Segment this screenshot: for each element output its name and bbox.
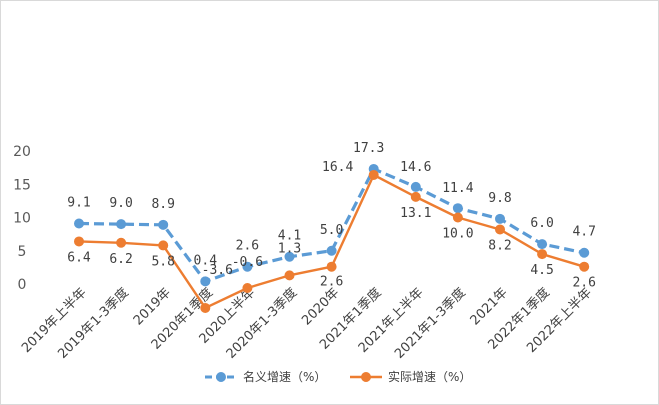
data-point	[410, 191, 421, 202]
data-point	[116, 237, 127, 248]
y-tick-label: 15	[13, 177, 31, 193]
legend-label: 名义增速（%）	[243, 369, 326, 384]
data-label: 4.7	[572, 225, 595, 240]
data-label: 13.1	[400, 206, 431, 221]
data-label: 6.4	[67, 250, 91, 265]
data-point	[537, 249, 548, 260]
data-label: 2.6	[572, 276, 595, 291]
data-point	[242, 282, 253, 293]
data-label: 10.0	[442, 227, 473, 242]
data-point	[158, 219, 169, 230]
data-point	[537, 239, 548, 250]
data-label: 4.1	[278, 229, 301, 244]
data-label: 2.6	[320, 275, 343, 290]
data-label: 5.8	[151, 254, 174, 269]
data-point	[368, 169, 379, 180]
data-label: -3.6	[202, 263, 233, 278]
data-label: 6.0	[530, 216, 553, 231]
data-label: 11.4	[442, 181, 473, 196]
data-point	[579, 247, 590, 258]
data-label: 9.8	[488, 191, 511, 206]
y-tick-label: 20	[13, 144, 31, 160]
data-point	[452, 203, 463, 214]
data-point	[74, 236, 84, 247]
data-label: 16.4	[322, 160, 353, 175]
data-point	[410, 181, 421, 192]
legend-marker	[361, 372, 371, 382]
data-label: 1.3	[278, 241, 301, 256]
data-label: 8.2	[488, 238, 511, 253]
data-label: 0.4	[194, 253, 218, 268]
data-point	[495, 213, 505, 224]
x-tick-label: 2020年1-3季度	[223, 285, 300, 362]
data-label: 6.2	[109, 252, 132, 267]
data-point	[158, 240, 169, 251]
data-label: 9.1	[67, 195, 90, 210]
x-tick-label: 2021年1-3季度	[391, 285, 468, 362]
y-tick-label: 5	[18, 244, 27, 260]
data-point	[495, 224, 505, 235]
x-tick-label: 2019年1-3季度	[55, 285, 132, 362]
legend-label: 实际增速（%）	[388, 369, 471, 384]
data-label: 17.3	[353, 141, 384, 156]
data-label: 2.6	[236, 239, 259, 254]
data-label: -0.6	[232, 255, 263, 270]
data-point	[116, 219, 127, 230]
data-label: 8.9	[151, 197, 174, 212]
data-label: 5.0	[320, 223, 343, 238]
data-label: 9.0	[109, 196, 132, 211]
y-tick-label: 10	[13, 211, 31, 227]
data-point	[452, 212, 463, 223]
data-point	[326, 261, 337, 272]
data-point	[284, 251, 295, 262]
legend-marker	[216, 372, 226, 382]
data-label: 14.6	[400, 160, 431, 175]
data-point	[200, 276, 211, 287]
data-point	[579, 261, 590, 272]
data-point	[284, 270, 295, 281]
data-point	[242, 261, 253, 272]
data-point	[74, 218, 84, 229]
data-point	[326, 245, 337, 256]
y-tick-label: 0	[18, 277, 27, 293]
data-label: 4.5	[530, 263, 553, 278]
data-point	[200, 302, 211, 313]
